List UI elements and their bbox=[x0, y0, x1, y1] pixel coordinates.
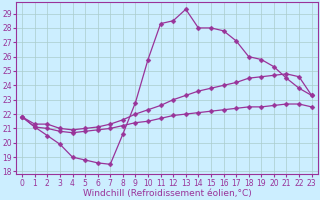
X-axis label: Windchill (Refroidissement éolien,°C): Windchill (Refroidissement éolien,°C) bbox=[83, 189, 251, 198]
